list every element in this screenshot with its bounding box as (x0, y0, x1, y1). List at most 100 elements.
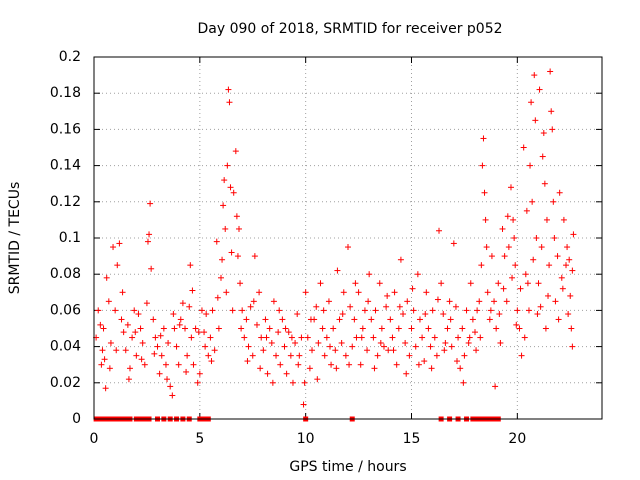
data-point (173, 343, 180, 350)
data-point (264, 370, 271, 377)
data-point (549, 126, 556, 133)
data-point (434, 296, 441, 303)
data-point (552, 298, 559, 305)
data-point (306, 365, 313, 372)
data-point (448, 343, 455, 350)
data-point (188, 334, 195, 341)
data-point (277, 361, 284, 368)
data-point (250, 298, 257, 305)
data-point (202, 343, 209, 350)
data-point (338, 339, 345, 346)
data-point (313, 303, 320, 310)
data-point (546, 262, 553, 269)
data-point (102, 385, 109, 392)
data-point (563, 262, 570, 269)
data-point (133, 352, 140, 359)
data-point (131, 307, 138, 314)
data-point (480, 135, 487, 142)
data-point (396, 303, 403, 310)
data-point (569, 267, 576, 274)
data-point (366, 271, 373, 278)
y-tick-label: 0.14 (50, 158, 81, 174)
data-point (225, 86, 232, 93)
data-point (517, 285, 524, 292)
data-point (235, 225, 242, 232)
data-point (179, 300, 186, 307)
data-points (93, 68, 577, 408)
data-point (215, 325, 222, 332)
data-point (269, 379, 276, 386)
data-point (403, 370, 410, 377)
data-point (281, 343, 288, 350)
data-point (393, 361, 400, 368)
data-point (103, 274, 110, 281)
data-point (336, 316, 343, 323)
data-point (287, 352, 294, 359)
data-point (543, 216, 550, 223)
chart-title: Day 090 of 2018, SRMTID for receiver p05… (197, 21, 502, 37)
data-point (211, 347, 218, 354)
data-point (351, 316, 358, 323)
data-point (361, 307, 368, 314)
data-point (141, 361, 148, 368)
data-point (110, 244, 117, 251)
data-point (408, 325, 415, 332)
data-point (415, 361, 422, 368)
data-point (194, 379, 201, 386)
data-point (368, 316, 375, 323)
data-point (416, 316, 423, 323)
data-point (391, 289, 398, 296)
x-axis-ticks: 0 5 10 15 20 (90, 57, 526, 447)
data-point (433, 352, 440, 359)
data-point (532, 117, 539, 124)
data-point (201, 329, 208, 336)
data-point (520, 144, 527, 151)
data-point (428, 365, 435, 372)
data-point (196, 370, 203, 377)
data-point (143, 300, 150, 307)
data-point (537, 303, 544, 310)
data-point (209, 307, 216, 314)
data-point (186, 303, 193, 310)
data-point (378, 325, 385, 332)
data-point (438, 280, 445, 287)
data-point (164, 376, 171, 383)
data-point (138, 356, 145, 363)
data-point (551, 235, 558, 241)
data-point (528, 99, 535, 106)
data-point (190, 361, 197, 368)
data-point (569, 343, 576, 350)
data-point (512, 262, 519, 269)
data-point (162, 361, 169, 368)
data-point (365, 298, 372, 305)
data-point (243, 316, 250, 323)
data-point (492, 383, 499, 390)
data-point (523, 207, 530, 214)
data-point (397, 256, 404, 263)
data-point (540, 130, 547, 137)
data-point (466, 334, 473, 341)
data-point (256, 289, 263, 296)
data-point (165, 339, 172, 346)
data-point (245, 343, 252, 350)
data-point (463, 307, 470, 314)
data-point (120, 329, 127, 336)
data-point (283, 370, 290, 377)
y-tick-label: 0.06 (50, 302, 81, 318)
data-point (339, 311, 346, 318)
data-point (321, 352, 328, 359)
data-point (472, 329, 478, 336)
data-point (229, 307, 236, 314)
data-point (385, 347, 392, 354)
y-tick-label: 0.16 (50, 121, 81, 137)
y-tick-label: 0.2 (59, 49, 81, 65)
data-point (147, 200, 154, 207)
data-point (239, 307, 246, 314)
data-point (296, 352, 303, 359)
data-point (419, 334, 426, 341)
data-point (531, 72, 538, 79)
data-point (567, 292, 574, 299)
data-point (307, 316, 314, 323)
data-point (234, 253, 241, 260)
y-tick-label: 0.02 (50, 375, 81, 391)
